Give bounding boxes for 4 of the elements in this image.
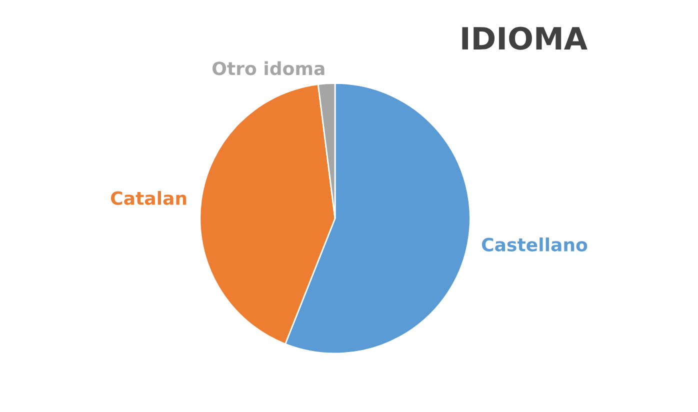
slice-label: Castellano — [482, 237, 588, 252]
slice-label: Catalan — [110, 190, 186, 205]
slice-label: Otro idoma — [212, 61, 324, 76]
chart-title: IDIOMA — [462, 26, 588, 50]
